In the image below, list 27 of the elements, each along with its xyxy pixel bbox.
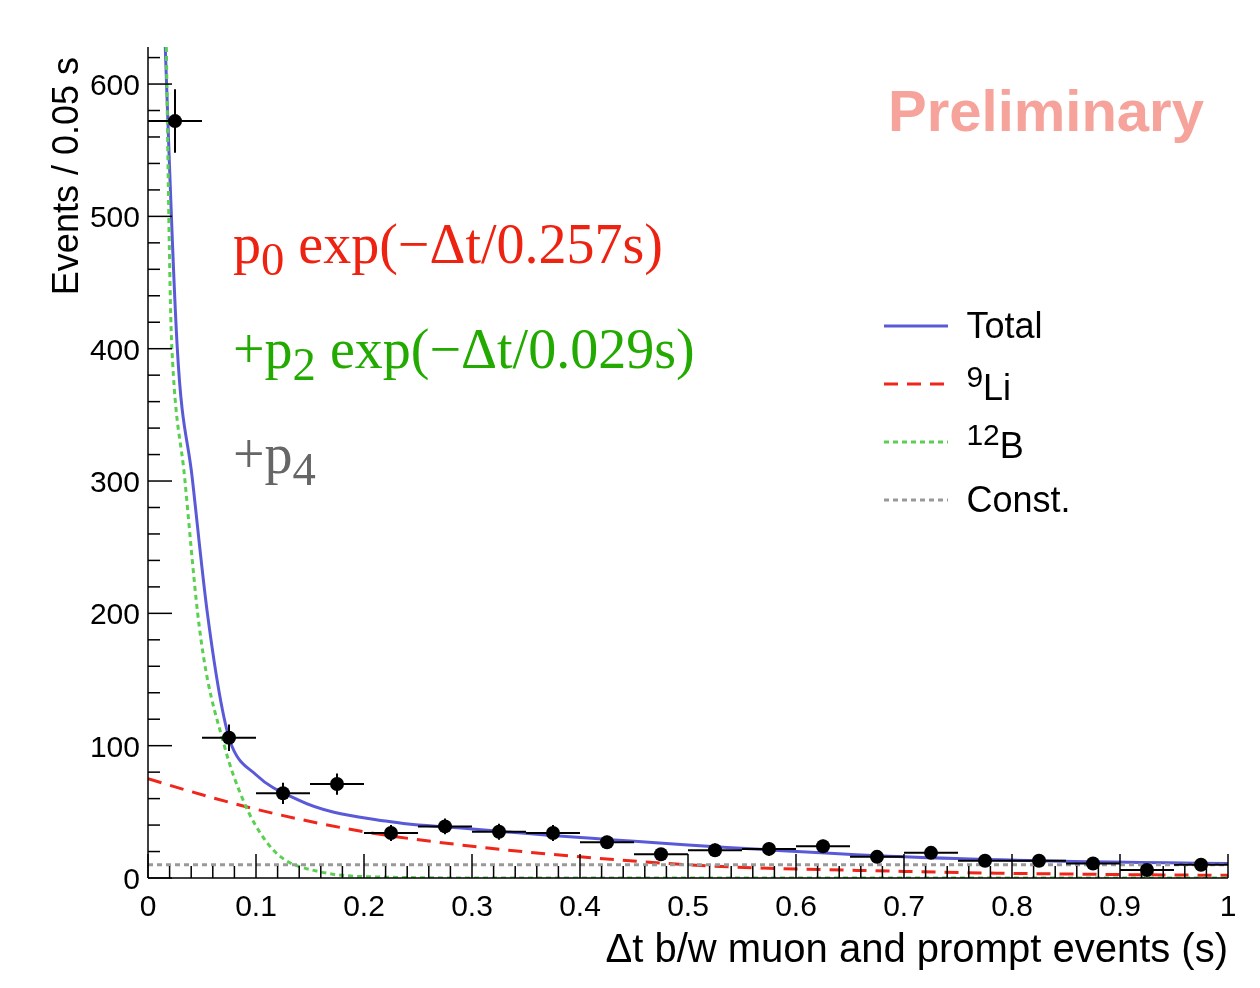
annotation: +p$_{2}$ exp(−Δt/0.029s) xyxy=(233,317,695,392)
y-tick-label: 0 xyxy=(123,862,140,895)
x-tick-label: 0.3 xyxy=(451,889,493,922)
legend-label: Const. xyxy=(966,479,1071,521)
x-tick-label: 0.6 xyxy=(775,889,817,922)
x-tick-label: 0.4 xyxy=(559,889,601,922)
x-tick-label: 1 xyxy=(1219,889,1237,922)
y-tick-label: 500 xyxy=(89,200,140,234)
legend-label: $^{9}$Li xyxy=(966,359,1012,409)
x-tick-label: 0.2 xyxy=(343,889,385,922)
x-tick-label: 0.1 xyxy=(235,889,277,922)
annotation: Preliminary xyxy=(888,77,1204,144)
y-tick-label: 300 xyxy=(89,465,140,499)
legend-label: Total xyxy=(966,305,1043,347)
x-tick-label: 0.5 xyxy=(667,889,709,922)
y-tick-label: 100 xyxy=(89,729,140,763)
x-tick-label: 0.9 xyxy=(1099,889,1141,922)
x-axis-title: Δt b/w muon and prompt events (s) xyxy=(605,926,1228,971)
y-axis-title: Events / 0.05 s xyxy=(45,57,86,296)
y-tick-label: 400 xyxy=(89,332,140,366)
y-tick-label: 600 xyxy=(89,68,140,102)
annotation: p$_{0}$ exp(−Δt/0.257s) xyxy=(233,212,663,287)
x-tick-label: 0.8 xyxy=(991,889,1033,922)
annotation: +p$_{4}$ xyxy=(233,422,316,497)
y-tick-label: 200 xyxy=(89,597,140,631)
legend-label: $^{12}$B xyxy=(966,417,1024,467)
x-tick-label: 0.7 xyxy=(883,889,925,922)
